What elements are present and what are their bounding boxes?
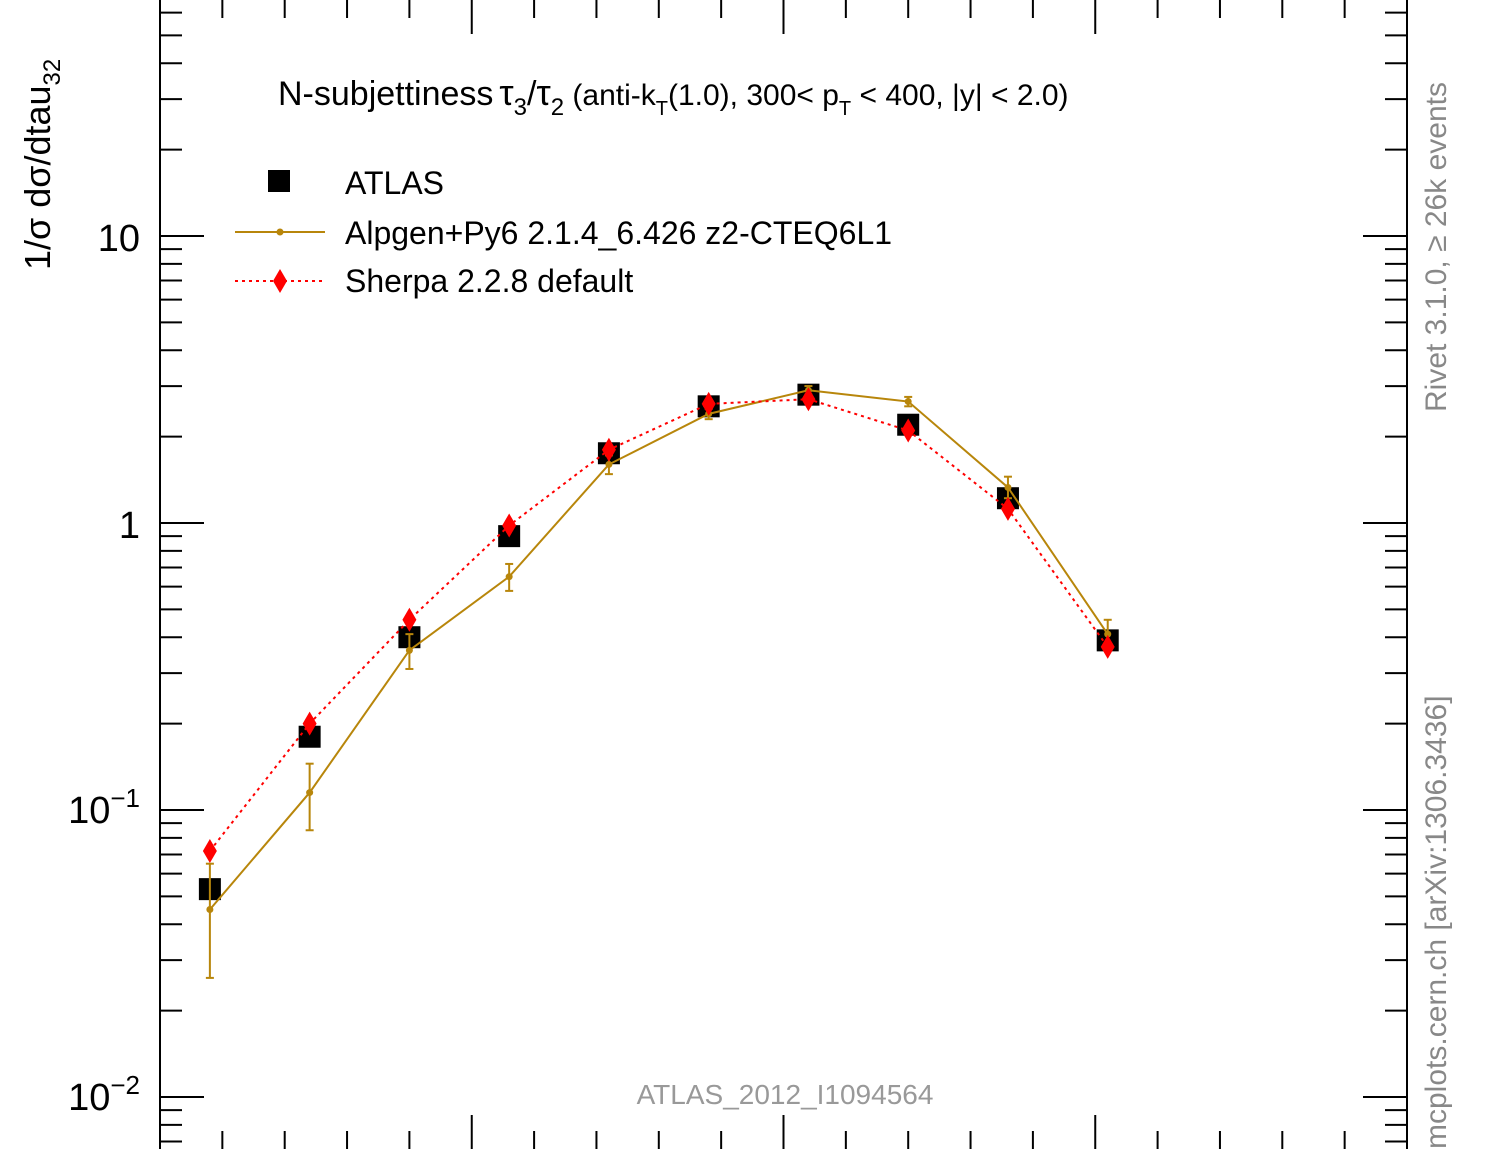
- y-tick-exp-m2: −2: [110, 1070, 140, 1100]
- atlas-data-point: [298, 725, 321, 748]
- legend-marker-alpgen: [276, 228, 284, 236]
- analysis-annotation: ATLAS_2012_I1094564: [637, 1079, 934, 1110]
- sherpa-data-point: [302, 711, 317, 736]
- alpgen-data-point: [1004, 483, 1012, 491]
- alpgen-data-point: [505, 573, 513, 581]
- sherpa-data-point: [1000, 496, 1015, 521]
- alpgen-data-point: [904, 398, 912, 406]
- sherpa-data-point: [701, 391, 716, 416]
- y-axis-label: 1/σ dσ/dtau32: [17, 59, 66, 270]
- sherpa-data-point: [402, 607, 417, 632]
- alpgen-data-point: [306, 789, 314, 797]
- axis-ticks: [159, 0, 1408, 1149]
- sherpa-data-point: [202, 838, 217, 863]
- rivet-version-label: Rivet 3.1.0, ≥ 26k events: [1420, 82, 1453, 412]
- chart-title: N-subjettiness τ3/τ2 (anti-kT(1.0), 300< …: [278, 72, 1069, 121]
- chart-title-main: N-subjettiness: [278, 75, 493, 113]
- legend: ATLAS Alpgen+Py6 2.1.4_6.426 z2-CTEQ6L1 …: [235, 165, 892, 299]
- alpgen-data-point: [405, 646, 413, 654]
- alpgen-data-point: [206, 906, 214, 914]
- y-axis-label-sub: 32: [39, 59, 66, 86]
- y-tick-label-0.01: 10−2: [68, 1070, 140, 1119]
- y-tick-label-1: 1: [119, 505, 140, 547]
- mcplots-label: mcplots.cern.ch [arXiv:1306.3436]: [1420, 695, 1453, 1149]
- sherpa-data-point: [601, 437, 616, 462]
- legend-marker-atlas: [268, 170, 290, 192]
- legend-marker-sherpa: [273, 269, 287, 293]
- data-layer: [198, 383, 1119, 979]
- sherpa-series-line: [209, 398, 1109, 852]
- alpgen-series-line: [209, 389, 1109, 911]
- alpgen-data-point: [1104, 630, 1112, 638]
- sherpa-data-point: [1100, 634, 1115, 659]
- sherpa-data-point: [801, 387, 816, 412]
- sherpa-data-point: [901, 418, 916, 443]
- y-tick-label-10: 10: [98, 218, 140, 260]
- alpgen-data-point: [605, 460, 613, 468]
- y-tick-exp-m1: −1: [110, 783, 140, 813]
- legend-label-atlas: ATLAS: [345, 165, 444, 201]
- sherpa-data-point: [502, 513, 517, 538]
- y-tick-label-0.1: 10−1: [68, 783, 140, 832]
- legend-label-sherpa: Sherpa 2.2.8 default: [345, 263, 633, 299]
- legend-label-alpgen: Alpgen+Py6 2.1.4_6.426 z2-CTEQ6L1: [345, 215, 892, 251]
- plot-frame: [159, 0, 1408, 1149]
